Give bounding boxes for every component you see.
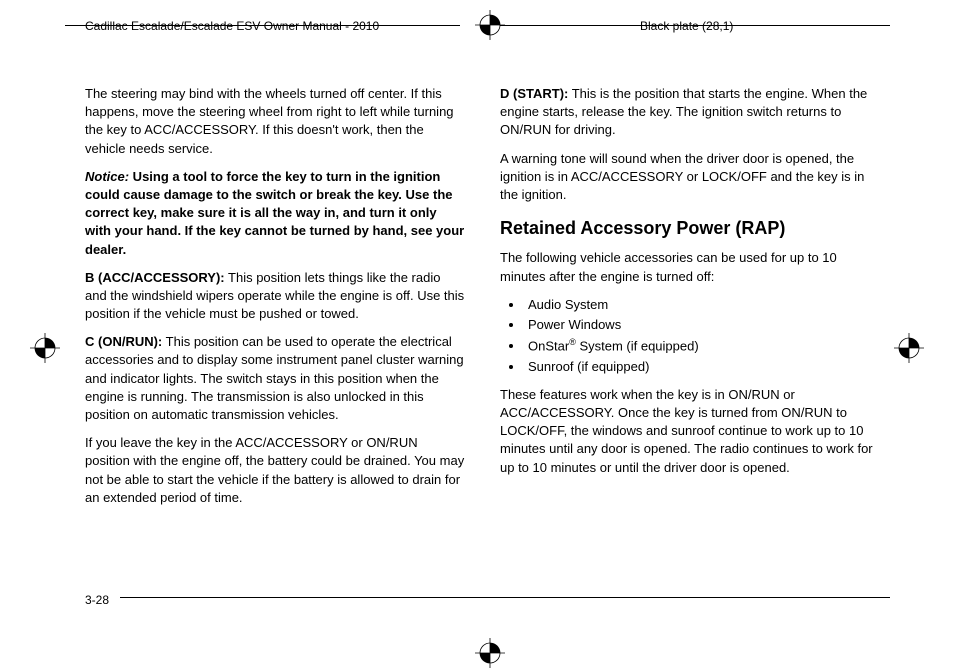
rule-top-right — [500, 25, 890, 26]
paragraph: A warning tone will sound when the drive… — [500, 150, 880, 205]
c-label: C (ON/RUN): — [85, 334, 162, 349]
column-left: The steering may bind with the wheels tu… — [85, 85, 465, 517]
onstar-text: OnStar — [528, 338, 569, 353]
list-item: Audio System — [524, 296, 880, 314]
page: Cadillac Escalade/Escalade ESV Owner Man… — [0, 0, 954, 668]
notice-paragraph: Notice: Using a tool to force the key to… — [85, 168, 465, 259]
list-item: OnStar® System (if equipped) — [524, 336, 880, 356]
b-label: B (ACC/ACCESSORY): — [85, 270, 225, 285]
crop-mark-top — [475, 10, 505, 40]
rule-top-left — [65, 25, 460, 26]
paragraph: C (ON/RUN): This position can be used to… — [85, 333, 465, 424]
onstar-suffix: System (if equipped) — [576, 338, 699, 353]
paragraph: The following vehicle accessories can be… — [500, 249, 880, 285]
content: The steering may bind with the wheels tu… — [85, 85, 880, 517]
notice-label: Notice: — [85, 169, 129, 184]
paragraph: The steering may bind with the wheels tu… — [85, 85, 465, 158]
column-right: D (START): This is the position that sta… — [500, 85, 880, 517]
d-label: D (START): — [500, 86, 568, 101]
section-heading: Retained Accessory Power (RAP) — [500, 216, 880, 241]
bullet-list: Audio System Power Windows OnStar® Syste… — [500, 296, 880, 376]
list-item: Sunroof (if equipped) — [524, 358, 880, 376]
manual-title: Cadillac Escalade/Escalade ESV Owner Man… — [85, 18, 379, 35]
crop-mark-right — [894, 333, 924, 363]
paragraph: These features work when the key is in O… — [500, 386, 880, 477]
paragraph: If you leave the key in the ACC/ACCESSOR… — [85, 434, 465, 507]
notice-text: Using a tool to force the key to turn in… — [85, 169, 464, 257]
plate-info: Black plate (28,1) — [640, 18, 733, 35]
page-number: 3-28 — [85, 592, 109, 609]
registered-icon: ® — [569, 337, 576, 347]
crop-mark-bottom — [475, 638, 505, 668]
paragraph: D (START): This is the position that sta… — [500, 85, 880, 140]
crop-mark-left — [30, 333, 60, 363]
rule-bottom — [120, 597, 890, 598]
paragraph: B (ACC/ACCESSORY): This position lets th… — [85, 269, 465, 324]
list-item: Power Windows — [524, 316, 880, 334]
